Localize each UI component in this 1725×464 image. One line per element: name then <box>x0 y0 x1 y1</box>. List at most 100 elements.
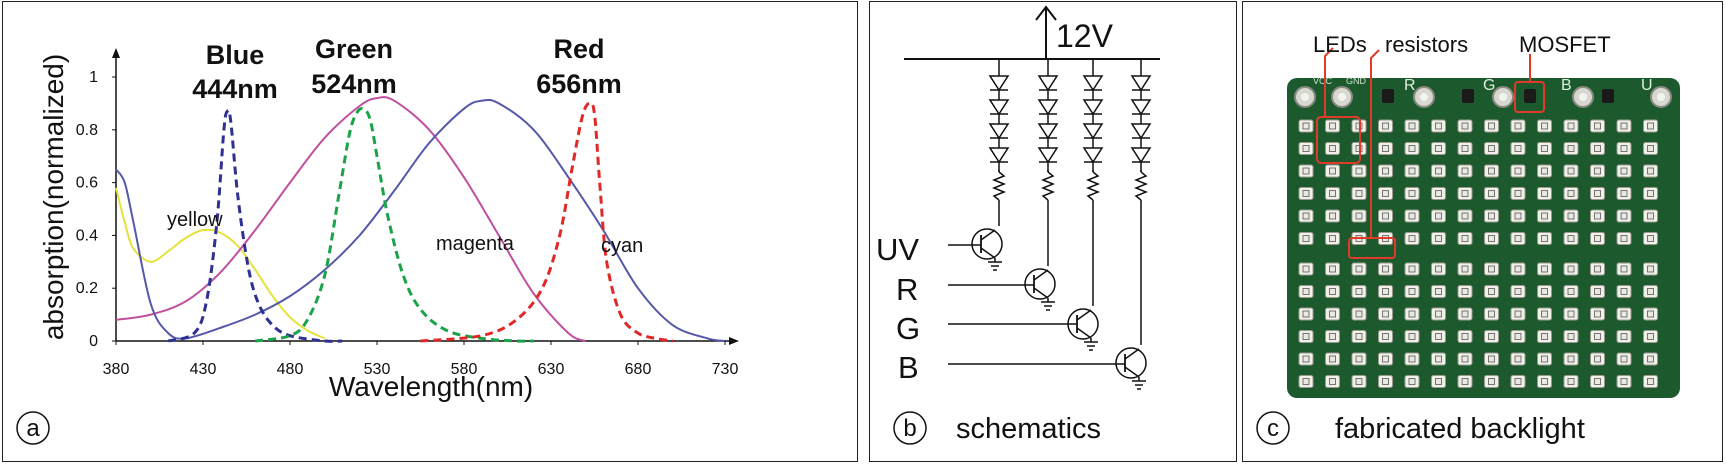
transistor-collector <box>1076 309 1092 321</box>
led-diode-symbol <box>1130 75 1152 92</box>
led-die <box>1435 235 1442 242</box>
led-diode-symbol <box>1130 123 1152 140</box>
led-diode-symbol <box>1037 123 1059 140</box>
led-die <box>1620 288 1628 295</box>
leds-leader-line <box>1324 47 1334 117</box>
led-die <box>1382 190 1389 197</box>
led-die <box>1541 265 1548 273</box>
led-die <box>1567 310 1575 318</box>
led-die <box>1514 355 1522 363</box>
led-diode-symbol <box>1082 147 1104 164</box>
x-tick-label: 530 <box>364 361 391 378</box>
led-die <box>1647 288 1654 295</box>
led-die <box>1620 265 1628 273</box>
led-die <box>1408 288 1416 295</box>
led-die <box>1620 355 1628 363</box>
led-die <box>1620 145 1628 152</box>
led-die <box>1302 355 1310 363</box>
green-peak-name: Green <box>315 34 393 64</box>
led-die <box>1355 190 1363 197</box>
led-die <box>1329 265 1336 273</box>
y-tick-label: 0.8 <box>76 122 98 139</box>
led-die <box>1594 265 1601 273</box>
led-die <box>1647 310 1654 318</box>
callout-mosfet: MOSFET <box>1519 32 1611 57</box>
led-die <box>1329 190 1336 197</box>
led-die <box>1302 212 1310 220</box>
x-tick-label: 680 <box>625 361 652 378</box>
led-die <box>1382 333 1389 340</box>
led-highlight-box <box>1316 116 1361 164</box>
supply-voltage-label: 12V <box>1056 18 1114 54</box>
led-die <box>1514 288 1522 295</box>
led-die <box>1620 333 1628 340</box>
transistor-emitter <box>1033 287 1049 299</box>
led-die <box>1567 145 1575 152</box>
led-die <box>1488 212 1495 220</box>
cyan-label: cyan <box>601 235 643 257</box>
mounting-pad-hole <box>1499 93 1507 101</box>
led-die <box>1594 212 1601 220</box>
led-die <box>1620 167 1628 175</box>
led-diode-symbol <box>1130 99 1152 116</box>
y-tick-label: 0.2 <box>76 280 98 297</box>
led-die <box>1355 288 1363 295</box>
panel-b-schematic: 12V UV R G B b schematics <box>869 1 1237 462</box>
led-die <box>1382 265 1389 273</box>
series-line-red-656nm <box>420 101 674 343</box>
led-die <box>1488 378 1495 385</box>
led-die <box>1567 212 1575 220</box>
led-die <box>1461 145 1469 152</box>
led-die <box>1461 378 1469 385</box>
led-die <box>1408 333 1416 340</box>
series-line-yellow <box>115 187 326 340</box>
pad-label-vcc: VCC <box>1313 76 1333 86</box>
led-die <box>1408 355 1416 363</box>
led-die <box>1514 310 1522 318</box>
red-peak-name: Red <box>553 34 604 64</box>
led-die <box>1408 190 1416 197</box>
led-die <box>1461 310 1469 318</box>
panel-a-letter-circle <box>16 411 50 445</box>
x-tick-label: 580 <box>451 361 478 378</box>
led-die <box>1541 378 1548 385</box>
transistor-collector <box>1124 348 1140 360</box>
led-die <box>1355 378 1363 385</box>
led-die <box>1302 310 1310 318</box>
led-die <box>1594 310 1601 318</box>
transistor-symbol <box>1115 347 1147 379</box>
supply-arrow-head <box>1035 5 1057 21</box>
led-die <box>1488 167 1495 175</box>
led-die <box>1435 145 1442 152</box>
led-diode-symbol <box>1130 147 1152 164</box>
led-die <box>1408 265 1416 273</box>
led-die <box>1435 190 1442 197</box>
resistor-symbol <box>991 171 1007 201</box>
resistors-leader-line <box>1370 49 1380 238</box>
led-die <box>1302 190 1310 197</box>
led-die <box>1541 167 1548 175</box>
transistor-symbol <box>971 228 1003 260</box>
led-diode-symbol <box>1082 75 1104 92</box>
led-die <box>1355 212 1363 220</box>
led-die <box>1382 122 1389 130</box>
led-die <box>1567 265 1575 273</box>
led-die <box>1567 378 1575 385</box>
y-axis-label: absorption(normalized) <box>38 54 69 340</box>
led-die <box>1514 265 1522 273</box>
blue-peak-name: Blue <box>206 40 265 70</box>
led-die <box>1567 355 1575 363</box>
led-die <box>1567 190 1575 197</box>
led-die <box>1435 378 1442 385</box>
led-die <box>1302 333 1310 340</box>
absorption-chart: 380 430 480 530 580 630 680 730 0 0.2 0.4 0.6 0.8 1 W… <box>16 34 739 445</box>
series-line-cyan <box>115 98 726 342</box>
led-die <box>1514 190 1522 197</box>
callout-resistors: resistors <box>1385 32 1468 57</box>
led-die <box>1329 333 1336 340</box>
led-die <box>1620 235 1628 242</box>
led-die <box>1488 355 1495 363</box>
led-die <box>1514 212 1522 220</box>
led-die <box>1488 122 1495 130</box>
transistor-collector <box>980 229 996 241</box>
